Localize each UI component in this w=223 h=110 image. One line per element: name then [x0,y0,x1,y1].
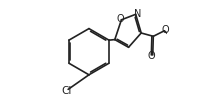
Text: O: O [116,14,124,24]
Text: O: O [162,25,169,35]
Text: N: N [134,9,141,19]
Text: O: O [147,51,155,61]
Text: Cl: Cl [61,86,71,96]
